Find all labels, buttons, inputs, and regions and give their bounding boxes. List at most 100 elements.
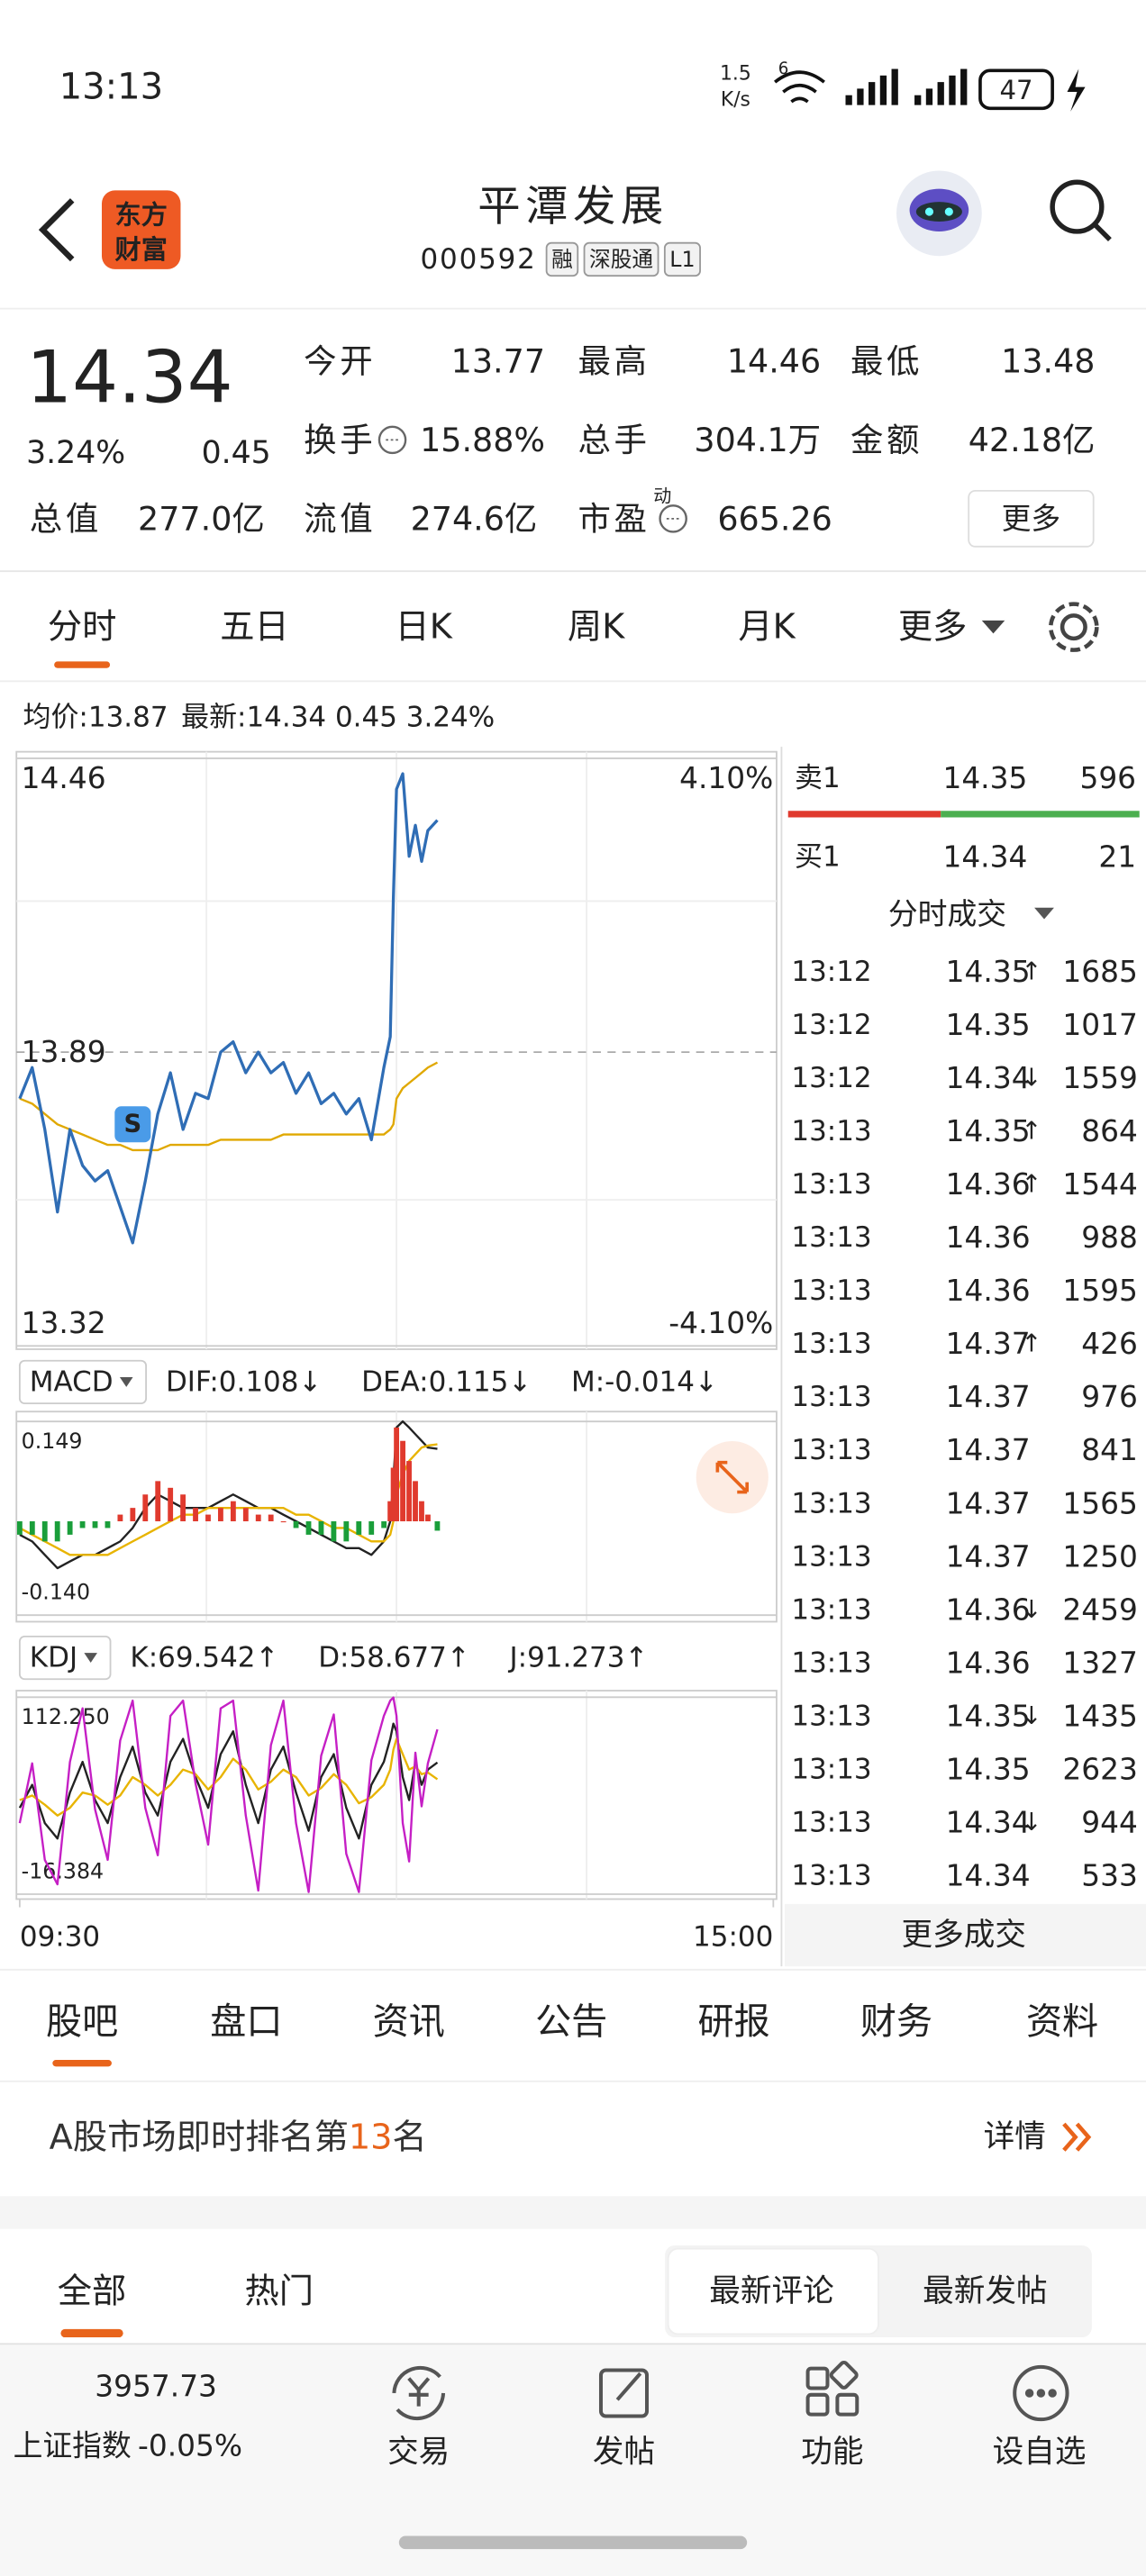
series-line: [19, 1443, 438, 1556]
index-name: 上证指数: [14, 2428, 132, 2463]
trade-time: 13:13: [791, 1487, 871, 1519]
x-tick-label: 09:30: [20, 1920, 100, 1953]
macd-bar: [331, 1521, 337, 1542]
period-tab[interactable]: 五日: [220, 607, 289, 648]
book-volume: 21: [1098, 839, 1136, 874]
macd-bar: [180, 1494, 186, 1522]
nav-label[interactable]: 功能: [801, 2435, 863, 2471]
period-tab[interactable]: 月K: [738, 607, 796, 648]
settings-button[interactable]: [1049, 602, 1099, 652]
trade-price: 14.36: [946, 1646, 1031, 1680]
sort-option[interactable]: 最新评论: [709, 2273, 833, 2309]
macd-bar: [130, 1508, 136, 1522]
period-tab[interactable]: 日K: [395, 607, 452, 648]
trade-icon[interactable]: [392, 2365, 446, 2421]
battery-level: 47: [999, 75, 1032, 105]
macd-bar: [434, 1521, 441, 1531]
stat-label: 最低: [850, 341, 923, 380]
macd-bar: [242, 1508, 249, 1522]
macd-bar: [368, 1521, 375, 1535]
feed-tab[interactable]: 全部: [58, 2272, 126, 2312]
indicator-select[interactable]: [18, 1359, 148, 1405]
section-tab[interactable]: 公告: [535, 2001, 607, 2043]
section-tab[interactable]: 股吧: [46, 2001, 118, 2043]
watchlist-icon[interactable]: [1013, 2364, 1069, 2422]
macd-bar: [293, 1521, 299, 1528]
trade-volume: 1595: [1062, 1274, 1137, 1308]
macd-bar: [413, 1481, 418, 1522]
trade-volume: 1565: [1062, 1486, 1137, 1520]
section-tab[interactable]: 资讯: [373, 2001, 445, 2043]
trade-time: 13:12: [791, 1009, 871, 1041]
period-tab[interactable]: 更多: [898, 607, 968, 648]
macd-bar: [425, 1514, 431, 1522]
trade-volume: 533: [1081, 1859, 1138, 1893]
nav-label[interactable]: 交易: [387, 2435, 450, 2471]
more-trades[interactable]: 更多成交: [902, 1918, 1026, 1954]
back-button[interactable]: [38, 198, 75, 262]
trade-price: 14.35: [946, 1008, 1031, 1042]
trade-price: 14.36: [946, 1592, 1031, 1627]
trade-time: 13:13: [791, 1540, 871, 1573]
nav-label[interactable]: 设自选: [993, 2435, 1087, 2471]
sort-active-bg: [667, 2247, 879, 2336]
indicator-name[interactable]: MACD: [30, 1365, 114, 1398]
rank-link[interactable]: 详情: [984, 2119, 1046, 2155]
stat-value: 42.18亿: [969, 421, 1096, 459]
signal-label: S: [123, 1111, 141, 1138]
macd-bar: [419, 1501, 424, 1522]
y-tick-label: -16.384: [22, 1858, 104, 1883]
macd-bar: [193, 1508, 198, 1522]
index-change: -0.05%: [138, 2428, 242, 2463]
legend-label: D:58.677↑: [318, 1642, 470, 1674]
search-button[interactable]: [1050, 179, 1112, 241]
trade-time: 13:13: [791, 1221, 871, 1254]
section-tab[interactable]: 资料: [1026, 2001, 1098, 2043]
more-button[interactable]: [968, 489, 1095, 548]
legend-label: 最新:14.34 0.45 3.24%: [181, 701, 495, 733]
trade-price: 14.35: [946, 955, 1031, 989]
dropdown-icon: [84, 1653, 97, 1664]
macd-bar: [381, 1521, 387, 1528]
macd-bar: [387, 1501, 394, 1522]
trade-time: 13:13: [791, 1646, 871, 1679]
trade-volume: 1017: [1062, 1008, 1137, 1042]
stock-tag: L1: [669, 247, 695, 272]
nav-label[interactable]: 发帖: [593, 2435, 655, 2471]
section-tab[interactable]: 盘口: [210, 2001, 282, 2043]
period-tab[interactable]: 周K: [568, 607, 625, 648]
status-time: 13:13: [59, 67, 164, 108]
y-tick-label: 14.46: [22, 761, 106, 795]
section-tab[interactable]: 研报: [698, 2001, 770, 2043]
info-icon: [377, 425, 407, 455]
period-tab[interactable]: 分时: [48, 607, 116, 648]
section-gap: [0, 2196, 1146, 2229]
legend-label: DIF:0.108↓: [166, 1365, 322, 1398]
trade-volume: 1327: [1062, 1646, 1137, 1680]
charging-icon: [1067, 68, 1086, 112]
feed-tab[interactable]: 热门: [245, 2272, 314, 2312]
post-icon[interactable]: [598, 2368, 650, 2418]
sort-option[interactable]: 最新发帖: [923, 2273, 1047, 2309]
trade-arrow: ↑: [1022, 957, 1042, 985]
trade-price: 14.34: [946, 1061, 1031, 1095]
last-price: 14.34: [26, 336, 233, 420]
function-icon[interactable]: [805, 2360, 860, 2417]
indicator-name[interactable]: KDJ: [30, 1642, 77, 1674]
more-trades-button[interactable]: [785, 1903, 1146, 1967]
app-logo[interactable]: [101, 190, 181, 269]
tag-box: [663, 241, 701, 277]
trade-arrow: ↑: [1022, 1171, 1042, 1199]
stat-value: 13.48: [1001, 341, 1095, 380]
stat-label: 总值: [30, 499, 102, 538]
section-tab[interactable]: 财务: [860, 2001, 932, 2043]
avatar[interactable]: [896, 170, 982, 257]
trade-price: 14.34: [946, 1859, 1031, 1893]
trade-price: 14.35: [946, 1752, 1031, 1786]
stat-value: 277.0亿: [138, 499, 265, 538]
trade-arrow: ↓: [1022, 1064, 1042, 1092]
indicator-select[interactable]: [18, 1635, 112, 1681]
trade-volume: 1559: [1062, 1061, 1137, 1095]
trade-volume: 988: [1081, 1220, 1138, 1255]
stat-label: 换手: [304, 421, 376, 459]
